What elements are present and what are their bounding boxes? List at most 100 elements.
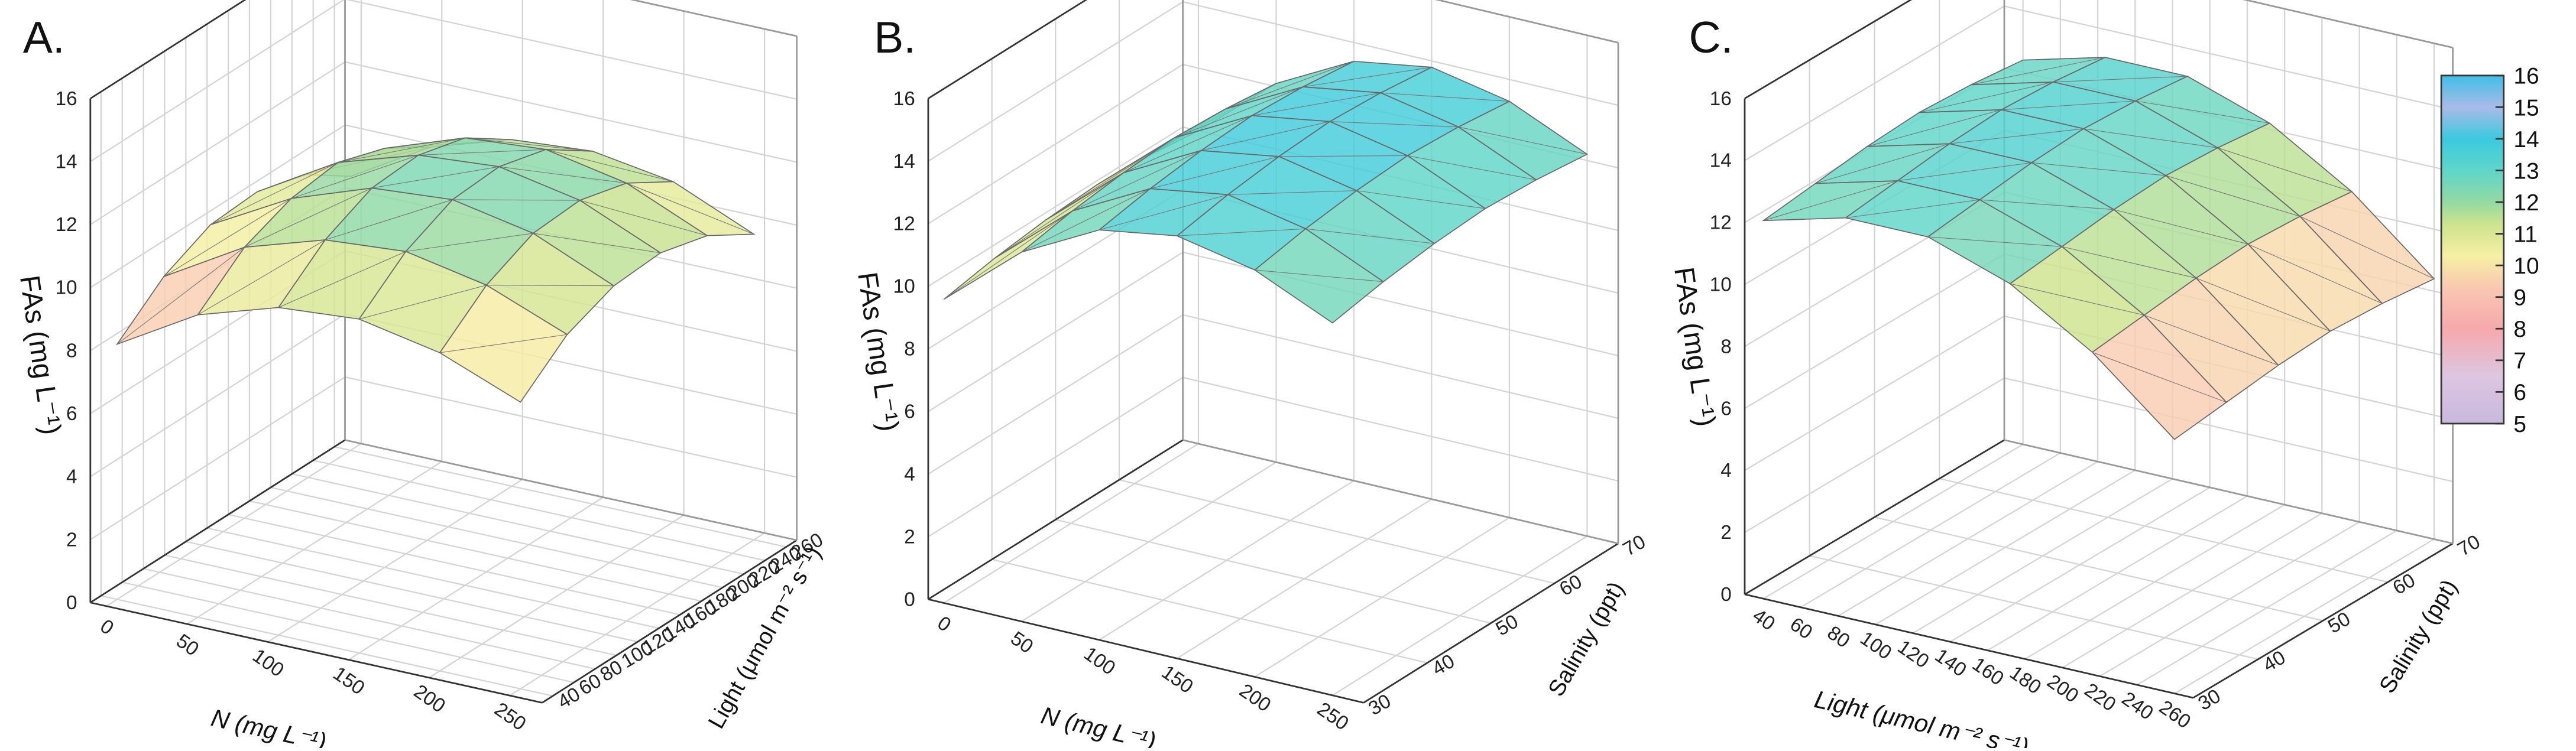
colorbar-tick-label: 8 — [2513, 317, 2526, 342]
surface-mesh — [325, 199, 453, 240]
y-tick-label: 70 — [1619, 531, 1650, 561]
surface-mesh — [2166, 175, 2300, 217]
surface-mesh — [1279, 155, 1408, 157]
surface-mesh — [371, 166, 500, 188]
surface-mesh — [163, 198, 291, 277]
y-grid-line — [122, 581, 575, 683]
z-tick-label: 12 — [1710, 212, 1732, 234]
surface-mesh — [1150, 156, 1279, 189]
surface-mesh — [943, 210, 1073, 300]
x-grid-line — [106, 443, 362, 607]
surface-mesh — [197, 239, 326, 316]
surface-mesh — [994, 172, 1124, 259]
z-grid-line — [90, 313, 346, 477]
surface-mesh — [1123, 115, 1252, 173]
x-tick-label: 0 — [96, 615, 117, 639]
z-tick-label: 12 — [893, 213, 915, 235]
z-tick-label: 2 — [904, 526, 915, 548]
surface-mesh — [2031, 162, 2166, 176]
surface-mesh — [2053, 76, 2188, 83]
colorbar-tick-label: 7 — [2513, 349, 2526, 374]
x-axis-title: N (mg L⁻¹) — [1038, 701, 1158, 748]
surface-mesh — [338, 137, 465, 163]
box-edge — [90, 439, 346, 603]
y-grid-line — [1055, 519, 1491, 624]
surface-mesh — [2135, 100, 2270, 123]
surface-mesh — [1305, 228, 1435, 244]
surface-mesh — [465, 137, 593, 152]
colorbar-tick-label: 13 — [2513, 158, 2539, 184]
z-tick-label: 8 — [1720, 336, 1732, 357]
x-grid-line — [186, 461, 442, 625]
x-axis-title: Light (μmol m⁻² s⁻¹) — [1812, 685, 2031, 748]
y-tick-label: 40 — [1428, 650, 1459, 680]
colorbar-tick-label: 6 — [2513, 380, 2526, 405]
y-grid-line — [206, 527, 659, 629]
surface-mesh — [546, 149, 673, 183]
surface-mesh — [210, 162, 338, 225]
box-edge — [1744, 439, 2005, 596]
y-grid-line — [164, 554, 617, 656]
x-axis-title: N (mg L⁻¹) — [209, 704, 329, 748]
box-edge — [1744, 593, 2193, 699]
x-tick-label: 150 — [1158, 661, 1197, 698]
x-tick-label: 120 — [1894, 636, 1933, 672]
panel-label: C. — [1689, 12, 1733, 62]
box-edge — [1744, 0, 1912, 99]
z-tick-label: 6 — [1720, 398, 1732, 420]
surface-mesh — [2196, 278, 2331, 332]
y-grid-line — [101, 595, 553, 697]
surface-mesh — [2010, 283, 2144, 316]
surface-mesh — [1971, 57, 2105, 85]
surface-mesh — [533, 233, 661, 253]
x-tick-label: 100 — [1856, 628, 1895, 664]
y-tick-label: 30 — [2195, 685, 2225, 716]
x-tick-label: 220 — [2081, 679, 2120, 716]
z-grid-line — [90, 0, 246, 99]
y-grid-line — [991, 558, 1428, 664]
z-grid-line — [90, 376, 346, 541]
x-tick-label: 100 — [248, 645, 288, 681]
surface-mesh — [1177, 228, 1306, 236]
surface-mesh — [1021, 188, 1151, 253]
z-tick-label: 0 — [1720, 584, 1732, 606]
surface-mesh — [1381, 92, 1509, 102]
z-tick-label: 0 — [66, 592, 77, 614]
x-tick-label: 140 — [1931, 645, 1971, 681]
box-edge — [1363, 542, 1619, 704]
surface-mesh — [278, 251, 406, 308]
y-grid-line — [1939, 477, 2389, 583]
surface-mesh — [1897, 162, 2032, 181]
panel-label: B. — [874, 12, 916, 62]
y-axis-title: Salinity (ppt) — [2374, 576, 2462, 698]
surface-mesh — [1201, 121, 1330, 151]
x-tick-label: 0 — [934, 612, 955, 636]
surface-mesh — [579, 200, 708, 236]
surface-mesh — [2001, 100, 2136, 110]
surface-mesh — [1867, 109, 2002, 147]
x-tick-label: 150 — [329, 662, 369, 699]
panel-label: A. — [23, 12, 65, 62]
z-tick-label: 14 — [1710, 150, 1732, 172]
y-tick-label: 70 — [2454, 531, 2484, 561]
x-tick-label: 250 — [1313, 698, 1353, 735]
surface-mesh — [1099, 194, 1229, 230]
x-tick-label: 200 — [2043, 671, 2082, 707]
surface-mesh — [2217, 147, 2353, 192]
z-tick-label: 16 — [1710, 88, 1732, 110]
z-tick-label: 4 — [1720, 460, 1732, 482]
y-grid-line — [1874, 516, 2324, 622]
box-edge — [928, 598, 1364, 704]
surface-mesh — [1302, 67, 1432, 87]
colorbar-tick-label: 5 — [2513, 412, 2526, 437]
box-edge — [630, 0, 797, 37]
surface-mesh — [1927, 236, 2062, 247]
x-grid-line — [267, 479, 523, 643]
surface-mesh — [1255, 269, 1383, 282]
y-grid-line — [270, 486, 723, 589]
z-grid-line — [345, 61, 797, 163]
surface-mesh — [291, 154, 419, 199]
z-grid-line — [2004, 5, 2453, 110]
y-grid-line — [249, 500, 702, 602]
colorbar-tick-label: 12 — [2513, 190, 2539, 216]
